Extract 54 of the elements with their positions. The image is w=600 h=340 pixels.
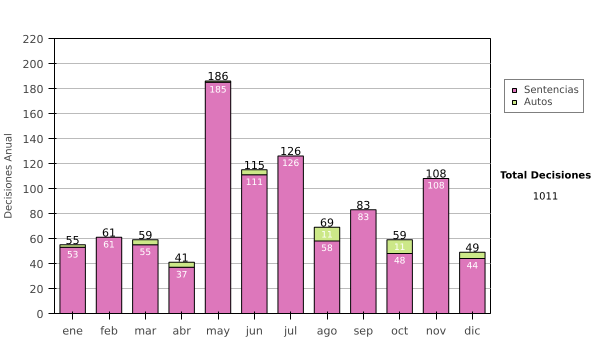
x-tick-label: may xyxy=(206,324,230,338)
x-tick-label: jul xyxy=(283,324,298,338)
total-label: 83 xyxy=(356,198,370,212)
total-label: 59 xyxy=(392,228,407,242)
x-tick-label: feb xyxy=(100,324,118,338)
data-label: 44 xyxy=(466,262,478,272)
total-label: 61 xyxy=(102,226,116,240)
y-tick-label: 200 xyxy=(22,58,44,71)
y-tick-label: 140 xyxy=(22,133,44,146)
x-tick-label: mar xyxy=(134,324,157,338)
data-label: 37 xyxy=(176,270,188,280)
x-tick-label: ene xyxy=(62,324,84,338)
data-label: 53 xyxy=(66,250,78,260)
y-axis-title: Decisiones Anual xyxy=(4,133,15,219)
data-label: 55 xyxy=(140,248,152,258)
y-tick-label: 20 xyxy=(30,283,44,296)
total-label: 41 xyxy=(174,251,189,264)
total-label: 55 xyxy=(66,234,80,247)
y-tick-label: 180 xyxy=(22,83,44,96)
total-label: 69 xyxy=(320,216,334,230)
legend-label: Autos xyxy=(524,96,552,108)
data-label: 61 xyxy=(103,240,115,250)
x-tick-label: dic xyxy=(464,324,480,338)
total-label: 186 xyxy=(208,70,228,83)
legend-label: Sentencias xyxy=(524,84,579,96)
total-label: 108 xyxy=(426,168,446,180)
data-label: 185 xyxy=(209,85,227,96)
total-label: 59 xyxy=(138,228,152,242)
data-label: 83 xyxy=(358,212,370,223)
data-label: 11 xyxy=(394,242,406,253)
data-label: 58 xyxy=(321,244,333,254)
x-tick-label: sep xyxy=(354,324,374,338)
y-tick-label: 120 xyxy=(22,158,44,171)
x-tick-label: nov xyxy=(426,324,447,338)
y-tick-label: 100 xyxy=(22,183,44,196)
text: 1011 xyxy=(532,191,558,202)
data-label: 11 xyxy=(321,230,333,240)
y-tick-label: 220 xyxy=(22,33,44,46)
total-label: 126 xyxy=(280,145,302,158)
data-label: 108 xyxy=(427,182,445,192)
y-tick-label: 160 xyxy=(22,108,44,121)
x-tick-label: jun xyxy=(244,324,263,338)
y-tick-label: 40 xyxy=(30,258,44,271)
data-label: 111 xyxy=(246,178,263,188)
x-tick-label: oct xyxy=(391,324,409,338)
y-tick-label: 80 xyxy=(30,208,44,221)
total-label: 49 xyxy=(465,241,480,254)
data-label: 48 xyxy=(394,256,406,266)
x-tick-label: abr xyxy=(172,324,192,338)
y-tick-label: 0 xyxy=(36,308,44,321)
total-label: 115 xyxy=(244,158,265,172)
x-tick-label: ago xyxy=(316,324,338,338)
data-label: 126 xyxy=(282,159,300,169)
y-tick-label: 60 xyxy=(30,233,44,246)
